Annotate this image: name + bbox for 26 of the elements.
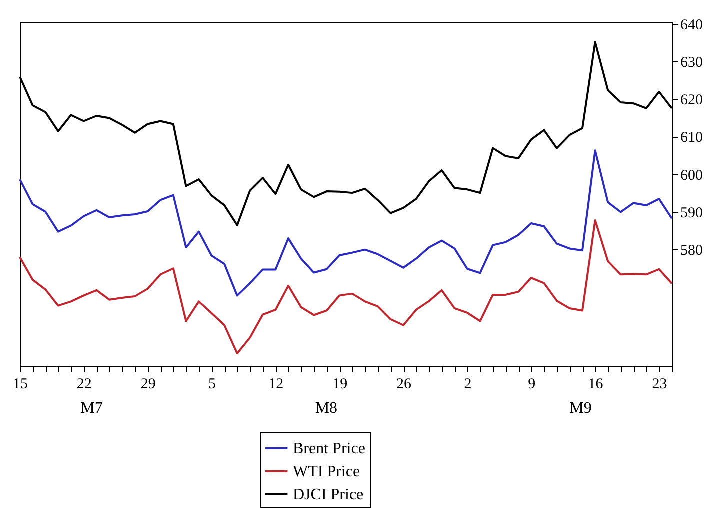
y-tick-label: 610: [680, 130, 703, 146]
y-tick-label: 640: [680, 17, 703, 34]
line-series: [19, 220, 673, 355]
text: M7: [80, 400, 103, 417]
x-tick-label: 12: [268, 376, 284, 392]
legend-label: WTI Price: [293, 464, 360, 480]
y-tick-label: 620: [680, 92, 703, 109]
x-tick-label: 29: [140, 376, 156, 392]
y-tick-label: 600: [680, 168, 703, 184]
x-tick-label: 16: [588, 376, 604, 392]
y-tick-label: 590: [680, 205, 703, 222]
x-tick-label: 23: [652, 376, 668, 392]
line-series: [19, 150, 673, 297]
legend-label: Brent Price: [293, 440, 366, 458]
x-tick-label: 15: [13, 376, 28, 392]
y-tick-label: 630: [680, 54, 703, 71]
text: M8: [315, 400, 338, 417]
x-tick-label: 19: [332, 376, 348, 392]
text: M9: [570, 400, 592, 417]
x-tick-label: 9: [528, 376, 536, 392]
x-tick-label: 2: [464, 376, 472, 392]
y-tick-label: 580: [680, 242, 703, 259]
x-tick-label: 22: [76, 376, 92, 392]
x-tick-label: 26: [396, 376, 412, 392]
x-tick-label: 5: [208, 376, 216, 392]
legend-label: DJCI Price: [293, 486, 364, 504]
